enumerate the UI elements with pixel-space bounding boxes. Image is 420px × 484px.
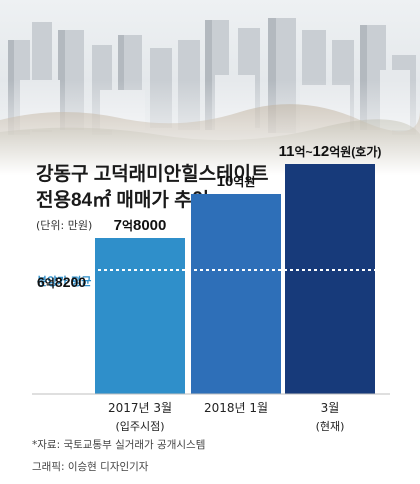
reference-label: 분양가 평균 bbox=[37, 274, 91, 288]
bar-value-label-2: 10억원 bbox=[217, 173, 256, 190]
graphic-credit: 그래픽: 이승현 디자인기자 bbox=[32, 461, 149, 473]
bar-1 bbox=[95, 238, 185, 394]
x-tick-sublabel-1: (입주시점) bbox=[115, 420, 164, 433]
source-note: *자료: 국토교통부 실거래가 공개시스템 bbox=[32, 439, 205, 451]
chart-title-line1: 강동구 고덕래미안힐스테이트 bbox=[36, 162, 269, 185]
bar-value-label-1: 7억8000 bbox=[114, 217, 167, 234]
x-tick-label-1: 2017년 3월 bbox=[108, 401, 172, 415]
x-tick-label-2: 2018년 1월 bbox=[204, 401, 268, 415]
bar-3 bbox=[285, 164, 375, 394]
unit-note: (단위: 만원) bbox=[36, 219, 92, 232]
bar-value-label-3: 11억~12억원(호가) bbox=[279, 143, 382, 160]
skyline-photo bbox=[0, 0, 420, 175]
x-tick-sublabel-3: (현재) bbox=[316, 420, 345, 433]
chart-title-line2: 전용84㎡ 매매가 추이 bbox=[36, 188, 209, 211]
bar-2 bbox=[191, 194, 281, 394]
x-tick-label-3: 3월 bbox=[321, 401, 340, 415]
reference-value-label: 6억8200 bbox=[37, 274, 86, 290]
